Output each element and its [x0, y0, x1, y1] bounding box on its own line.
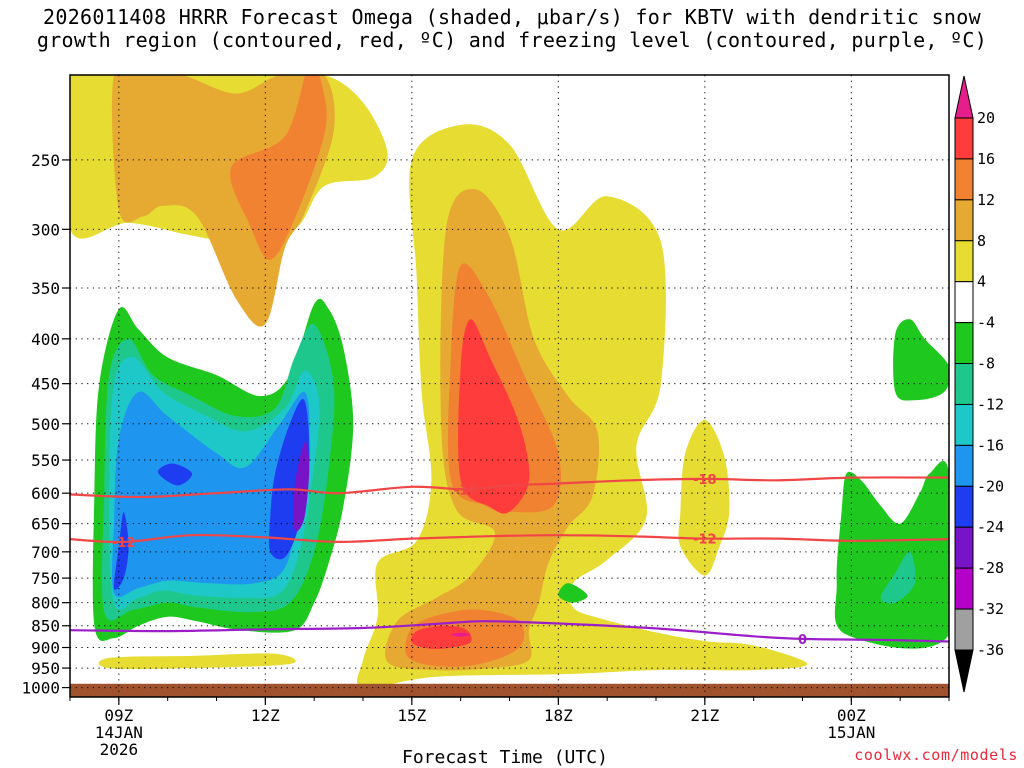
omega-region-17 — [157, 463, 193, 486]
colorbar-label-12: 12 — [977, 191, 995, 209]
colorbar-label--20: -20 — [977, 477, 1004, 495]
colorbar-swatch-11 — [954, 567, 974, 610]
y-tick-label-450: 450 — [31, 375, 60, 394]
omega-region-9 — [450, 632, 471, 637]
colorbar-swatch-1 — [954, 158, 974, 201]
contour-label-0-0: 0 — [798, 633, 807, 648]
x-tick-label-15Z: 15Z — [397, 706, 426, 725]
y-tick-label-850: 850 — [31, 617, 60, 636]
y-tick-label-350: 350 — [31, 279, 60, 298]
chart-title: 2026011408 HRRR Forecast Omega (shaded, … — [0, 6, 1024, 52]
colorbar-label-4: 4 — [977, 273, 986, 291]
omega-region-10 — [678, 419, 730, 576]
colorbar-swatch-12 — [954, 608, 974, 651]
colorbar-label-20: 20 — [977, 109, 995, 127]
contour-0 — [70, 620, 949, 643]
contour-label--12-1: -12 — [693, 533, 717, 548]
colorbar-swatch-7 — [954, 403, 974, 446]
ground-fill — [70, 683, 949, 697]
x-tick-label-15JAN: 15JAN — [827, 723, 875, 742]
x-tick-label-00Z: 00Z — [837, 706, 866, 725]
colorbar-label--36: -36 — [977, 641, 1004, 659]
y-tick-label-750: 750 — [31, 569, 60, 588]
colorbar-swatch-2 — [954, 199, 974, 242]
omega-region-3 — [357, 124, 808, 689]
colorbar-swatch-4 — [954, 281, 974, 324]
omega-region-20 — [834, 460, 949, 649]
y-tick-label-250: 250 — [31, 151, 60, 170]
x-tick-label-09Z: 09Z — [104, 706, 133, 725]
contour-label--18-0: -18 — [454, 483, 478, 498]
omega-region-23 — [558, 583, 588, 603]
colorbar-swatch-0 — [954, 117, 974, 160]
credit-link[interactable]: coolwx.com/models — [854, 746, 1018, 764]
omega-region-2 — [230, 75, 327, 260]
omega-shading — [70, 75, 949, 689]
contour--12 — [70, 533, 949, 544]
colorbar-swatch-9 — [954, 485, 974, 528]
colorbar-label-16: 16 — [977, 150, 995, 168]
colorbar-label--32: -32 — [977, 600, 1004, 618]
x-tick-label-12Z: 12Z — [251, 706, 280, 725]
contour-label--12-0: -12 — [112, 536, 136, 551]
colorbar-label--12: -12 — [977, 395, 1004, 413]
chart-title-line-2: growth region (contoured, red, ºC) and f… — [36, 28, 988, 52]
colorbar-label--4: -4 — [977, 314, 995, 332]
y-tick-label-400: 400 — [31, 330, 60, 349]
colorbar-bottom-arrow — [954, 649, 974, 693]
x-tick-label-18Z: 18Z — [544, 706, 573, 725]
contour-label--18-1: -18 — [693, 473, 717, 488]
colorbar-swatch-10 — [954, 526, 974, 569]
y-tick-label-700: 700 — [31, 543, 60, 562]
contour-lines: -18 -18 -12 -12 0 — [70, 473, 949, 648]
colorbar-label--24: -24 — [977, 518, 1004, 536]
gridlines — [70, 75, 949, 697]
y-tick-label-950: 950 — [31, 659, 60, 678]
y-tick-label-550: 550 — [31, 451, 60, 470]
omega-region-16 — [113, 511, 129, 590]
colorbar-swatch-8 — [954, 444, 974, 487]
colorbar-label-8: 8 — [977, 232, 986, 250]
omega-region-7 — [458, 319, 530, 514]
omega-region-11 — [98, 653, 296, 670]
x-tick-label-21Z: 21Z — [690, 706, 719, 725]
omega-region-22 — [893, 319, 949, 401]
y-tick-label-600: 600 — [31, 484, 60, 503]
y-tick-label-1000: 1000 — [21, 679, 60, 698]
y-tick-label-300: 300 — [31, 220, 60, 239]
omega-region-21 — [880, 551, 916, 604]
omega-region-1 — [112, 75, 335, 327]
colorbar-label--28: -28 — [977, 559, 1004, 577]
y-tick-label-900: 900 — [31, 638, 60, 657]
chart-title-line-1: 2026011408 HRRR Forecast Omega (shaded, … — [43, 5, 981, 29]
x-tick-label-14JAN: 14JAN — [95, 723, 143, 742]
y-axis: 250 300 350 400 450 500 550 600 650 700 750 800 850 9… — [21, 151, 70, 698]
y-tick-label-500: 500 — [31, 415, 60, 434]
ground-layer — [70, 683, 949, 697]
x-tick-label-2026: 2026 — [100, 740, 139, 759]
colorbar-label--8: -8 — [977, 355, 995, 373]
y-tick-label-650: 650 — [31, 515, 60, 534]
colorbar: 20 16 12 8 4 -4 -8 -12 -16 -20 -24 -28 -32 -36 — [954, 75, 1004, 693]
omega-region-19 — [293, 441, 310, 532]
x-axis-label: Forecast Time (UTC) — [402, 747, 608, 768]
colorbar-top-arrow — [954, 75, 974, 119]
colorbar-swatch-3 — [954, 240, 974, 283]
colorbar-swatch-5 — [954, 322, 974, 365]
colorbar-label--16: -16 — [977, 436, 1004, 454]
y-tick-label-800: 800 — [31, 594, 60, 613]
contour--18 — [70, 476, 949, 499]
omega-region-8 — [411, 625, 472, 650]
colorbar-swatch-6 — [954, 363, 974, 405]
